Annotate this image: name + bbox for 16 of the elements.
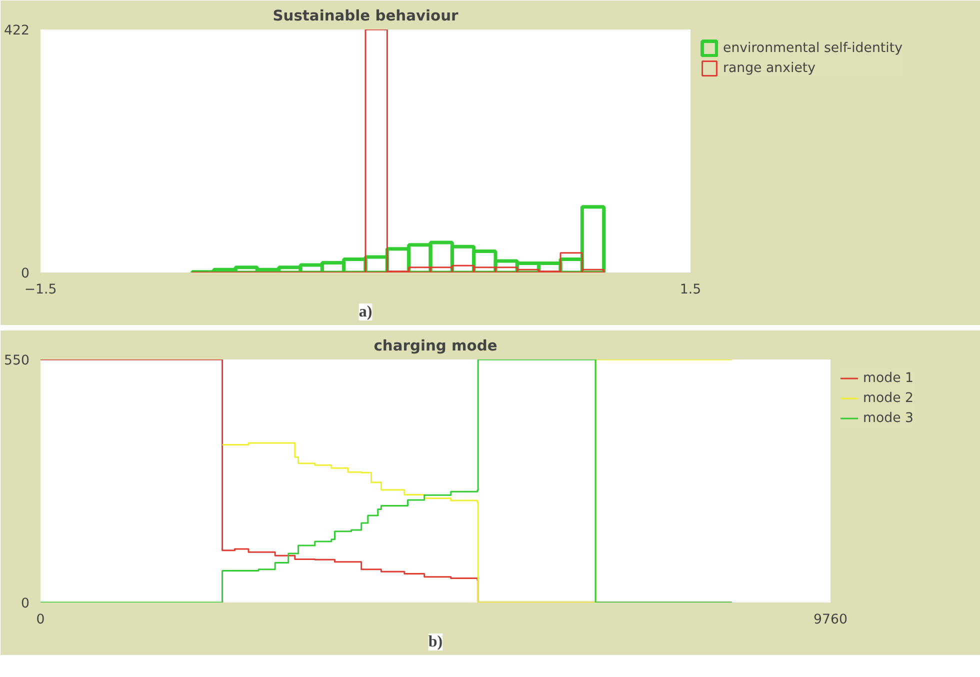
y-tick-label: 0 (21, 266, 30, 282)
legend-label: range anxiety (723, 60, 816, 76)
legend-label: environmental self-identity (723, 40, 902, 56)
text: a) (358, 304, 372, 320)
legend-label: mode 2 (863, 390, 914, 406)
x-tick-label: 1.5 (680, 282, 702, 298)
legend-label: mode 3 (863, 410, 914, 426)
y-tick-label: 422 (4, 24, 30, 38)
chart-title: charging mode (374, 338, 498, 354)
y-tick-label: 0 (21, 596, 30, 612)
x-tick-label: −1.5 (24, 282, 57, 298)
legend-label: mode 1 (863, 370, 914, 386)
chart-title: Sustainable behaviour (272, 8, 460, 24)
text: b) (428, 634, 443, 650)
y-tick-label: 550 (4, 354, 30, 368)
x-tick-label: 9760 (814, 612, 848, 628)
